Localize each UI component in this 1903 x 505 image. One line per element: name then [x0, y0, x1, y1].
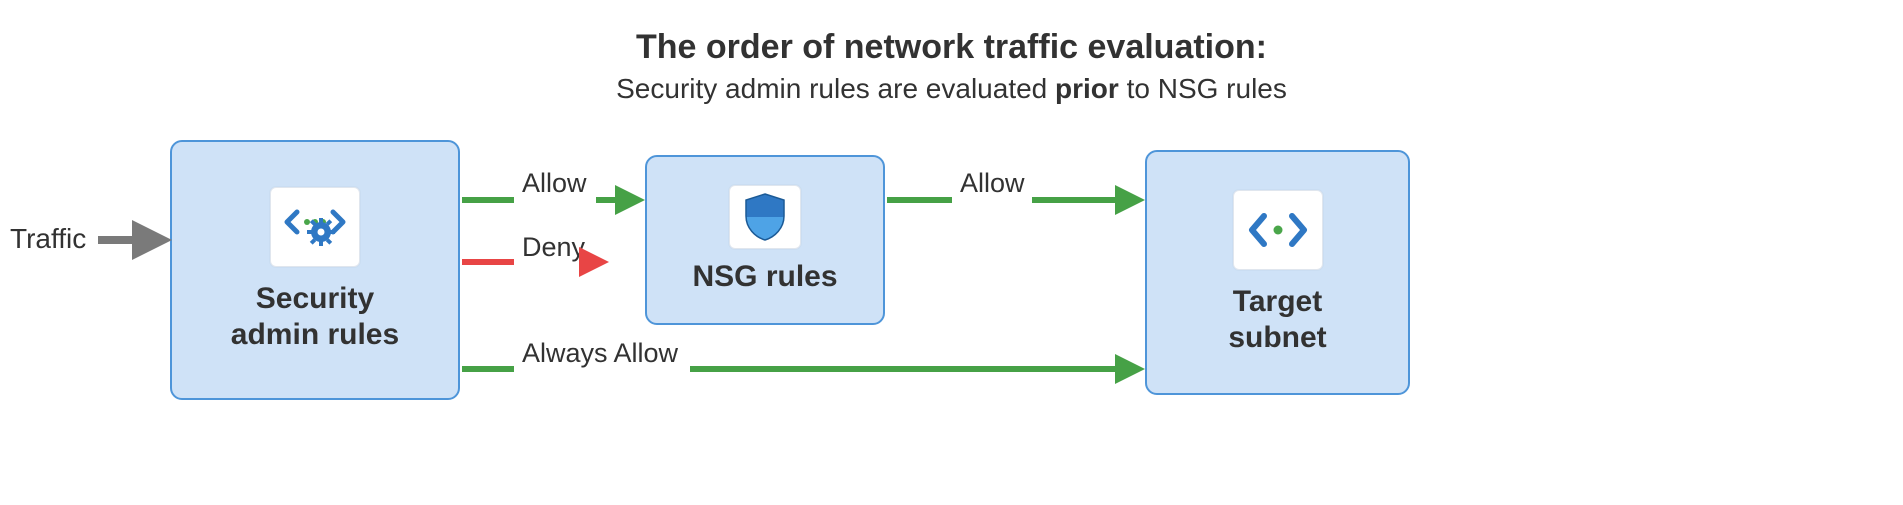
edge-label-allow-2: Allow: [960, 168, 1025, 199]
node-target-subnet: Target subnet: [1145, 150, 1410, 395]
edge-label-deny: Deny: [522, 232, 585, 263]
node-traffic: Traffic: [10, 223, 86, 255]
deny-text: Deny: [522, 232, 585, 262]
nsg-label: NSG rules: [692, 259, 837, 295]
title-block: The order of network traffic evaluation:…: [0, 28, 1903, 105]
subtitle-bold: prior: [1055, 73, 1119, 104]
allow-2-text: Allow: [960, 168, 1025, 198]
edge-label-allow-1: Allow: [522, 168, 587, 199]
security-admin-label-l1: Security: [256, 282, 374, 315]
security-admin-icon: [270, 187, 360, 267]
shield-icon: [729, 185, 801, 249]
nsg-label-l1: NSG rules: [692, 260, 837, 293]
diagram-subtitle: Security admin rules are evaluated prior…: [0, 73, 1903, 105]
security-admin-label: Security admin rules: [231, 281, 399, 353]
subtitle-prefix: Security admin rules are evaluated: [616, 73, 1055, 104]
diagram-canvas: The order of network traffic evaluation:…: [0, 0, 1903, 505]
subnet-icon: [1233, 190, 1323, 270]
node-security-admin-rules: Security admin rules: [170, 140, 460, 400]
edge-label-always-allow: Always Allow: [522, 338, 678, 369]
target-label-l1: Target: [1233, 285, 1322, 318]
subtitle-suffix: to NSG rules: [1119, 73, 1287, 104]
target-label-l2: subnet: [1228, 321, 1326, 354]
security-admin-label-l2: admin rules: [231, 318, 399, 351]
diagram-title: The order of network traffic evaluation:: [0, 28, 1903, 67]
allow-1-text: Allow: [522, 168, 587, 198]
node-nsg-rules: NSG rules: [645, 155, 885, 325]
target-subnet-label: Target subnet: [1228, 284, 1326, 356]
always-allow-text: Always Allow: [522, 338, 678, 368]
traffic-label: Traffic: [10, 223, 86, 254]
